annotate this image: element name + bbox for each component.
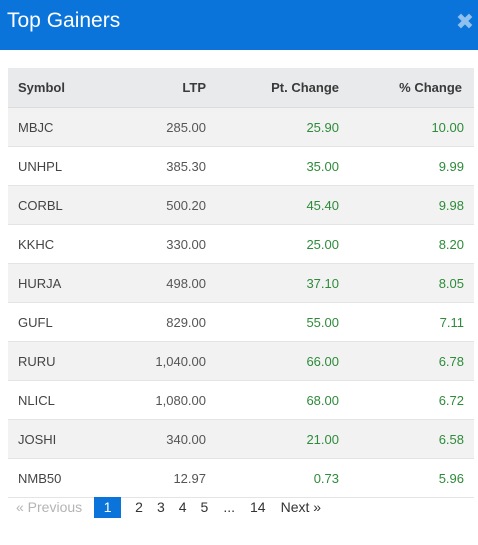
page-link-5[interactable]: 5 <box>200 499 209 515</box>
table-header-row: Symbol LTP Pt. Change % Change <box>8 68 474 108</box>
cell-ltp: 498.00 <box>166 275 206 291</box>
table-row: NLICL 1,080.00 68.00 6.72 <box>8 380 474 420</box>
cell-symbol[interactable]: CORBL <box>18 197 63 213</box>
cell-ltp: 330.00 <box>166 236 206 252</box>
page-link-2[interactable]: 2 <box>135 499 143 515</box>
cell-pt-change: 68.00 <box>306 392 339 408</box>
cell-symbol[interactable]: JOSHI <box>18 431 57 447</box>
cell-pt-change: 25.00 <box>306 236 339 252</box>
next-page-link[interactable]: Next » <box>280 499 322 515</box>
table-row: JOSHI 340.00 21.00 6.58 <box>8 419 474 459</box>
column-header-pt-change[interactable]: Pt. Change <box>216 68 349 108</box>
modal-header: Top Gainers ✖ <box>0 0 478 50</box>
cell-pct-change: 6.78 <box>438 353 464 369</box>
table-row: GUFL 829.00 55.00 7.11 <box>8 302 474 342</box>
cell-ltp: 12.97 <box>173 470 206 486</box>
column-header-symbol[interactable]: Symbol <box>8 68 118 108</box>
cell-pt-change: 35.00 <box>306 158 339 174</box>
cell-pct-change: 6.58 <box>438 431 464 447</box>
cell-pct-change: 5.96 <box>438 470 464 486</box>
cell-ltp: 500.20 <box>166 197 206 213</box>
table-row: CORBL 500.20 45.40 9.98 <box>8 185 474 225</box>
cell-pct-change: 9.98 <box>438 197 464 213</box>
pagination-ellipsis: ... <box>223 499 236 515</box>
top-gainers-table-wrap: Symbol LTP Pt. Change % Change MBJC 285.… <box>8 68 474 498</box>
cell-symbol[interactable]: NLICL <box>18 392 55 408</box>
column-header-pct-change[interactable]: % Change <box>349 68 474 108</box>
cell-symbol[interactable]: HURJA <box>18 275 62 291</box>
table-row: KKHC 330.00 25.00 8.20 <box>8 224 474 264</box>
cell-ltp: 340.00 <box>166 431 206 447</box>
cell-ltp: 829.00 <box>166 314 206 330</box>
previous-page-link[interactable]: « Previous <box>16 499 83 515</box>
cell-pct-change: 10.00 <box>431 119 464 135</box>
cell-symbol[interactable]: MBJC <box>18 119 54 135</box>
pagination: « Previous 1 2 3 4 5 ... 14 Next » <box>8 496 321 518</box>
cell-pt-change: 37.10 <box>306 275 339 291</box>
cell-pt-change: 21.00 <box>306 431 339 447</box>
page-link-4[interactable]: 4 <box>178 499 187 515</box>
cell-pct-change: 9.99 <box>438 158 464 174</box>
cell-pct-change: 8.05 <box>438 275 464 291</box>
cell-symbol[interactable]: UNHPL <box>18 158 63 174</box>
cell-pt-change: 66.00 <box>306 353 339 369</box>
table-row: UNHPL 385.30 35.00 9.99 <box>8 146 474 186</box>
cell-ltp: 385.30 <box>166 158 206 174</box>
top-gainers-table: Symbol LTP Pt. Change % Change MBJC 285.… <box>8 68 474 498</box>
cell-pct-change: 7.11 <box>439 314 464 330</box>
cell-symbol[interactable]: GUFL <box>18 314 53 330</box>
cell-pt-change: 45.40 <box>306 197 339 213</box>
modal-title: Top Gainers <box>7 9 121 32</box>
table-row: HURJA 498.00 37.10 8.05 <box>8 263 474 303</box>
cell-ltp: 1,080.00 <box>155 392 206 408</box>
cell-symbol[interactable]: RURU <box>18 353 56 369</box>
cell-pt-change: 25.90 <box>306 119 339 135</box>
table-row: MBJC 285.00 25.90 10.00 <box>8 107 474 147</box>
page-link-active[interactable]: 1 <box>94 496 122 518</box>
column-header-ltp[interactable]: LTP <box>118 68 216 108</box>
table-row: NMB50 12.97 0.73 5.96 <box>8 458 474 498</box>
cell-symbol[interactable]: KKHC <box>18 236 55 252</box>
cell-ltp: 1,040.00 <box>155 353 206 369</box>
page-link-3[interactable]: 3 <box>156 499 165 515</box>
table-row: RURU 1,040.00 66.00 6.78 <box>8 341 474 381</box>
cell-ltp: 285.00 <box>166 119 206 135</box>
cell-pt-change: 0.73 <box>313 470 339 486</box>
cell-pt-change: 55.00 <box>306 314 339 330</box>
close-icon[interactable]: ✖ <box>455 9 475 34</box>
cell-symbol[interactable]: NMB50 <box>18 470 62 486</box>
cell-pct-change: 8.20 <box>438 236 464 252</box>
page-link-last[interactable]: 14 <box>250 499 266 515</box>
cell-pct-change: 6.72 <box>438 392 464 408</box>
